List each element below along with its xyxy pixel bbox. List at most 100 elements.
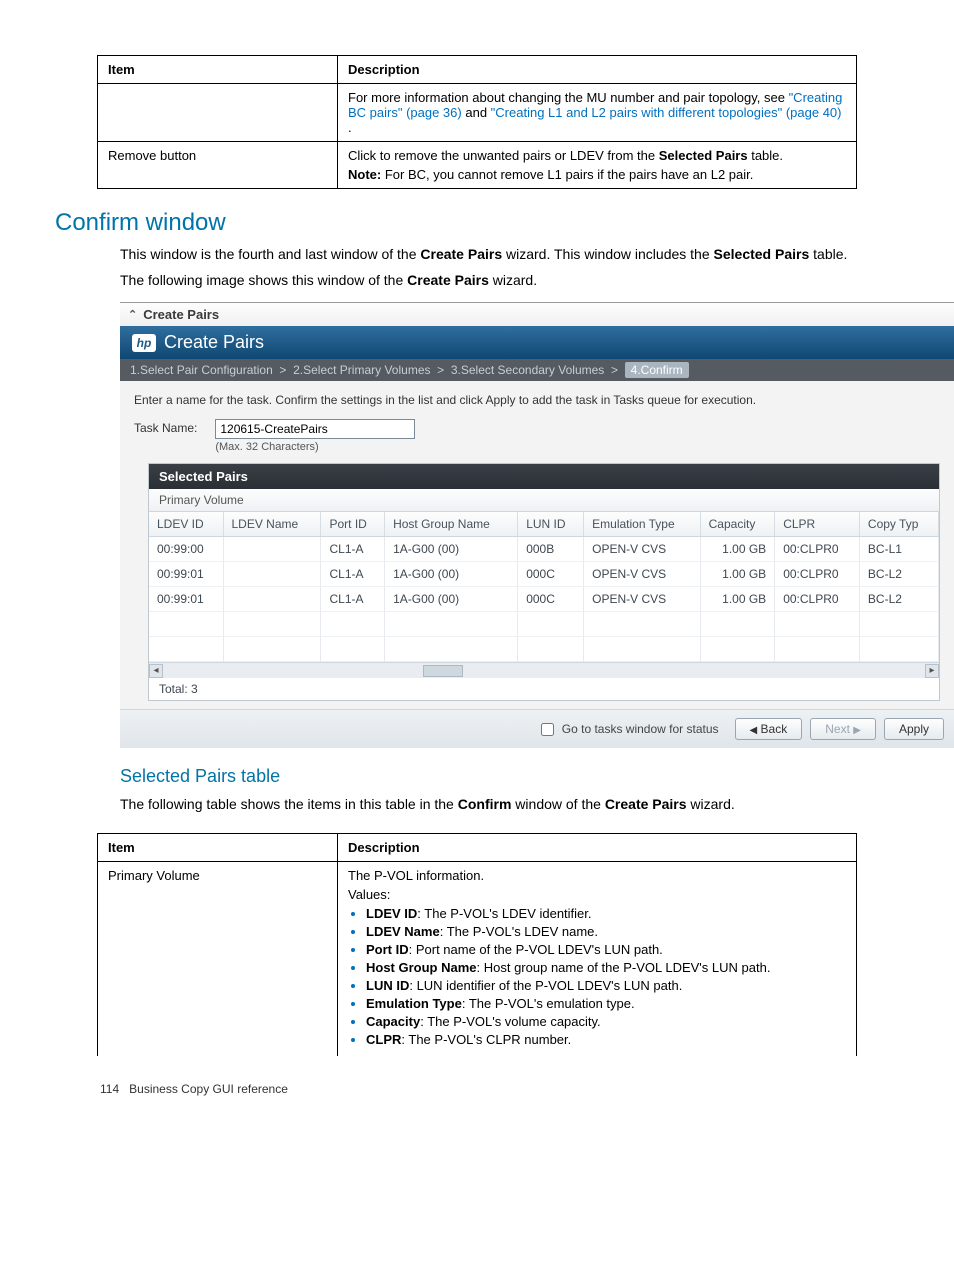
cell: BC-L2 — [859, 587, 938, 612]
text: wizard. — [687, 796, 735, 812]
text: Values: — [348, 887, 846, 902]
cell: OPEN-V CVS — [584, 537, 700, 562]
text-bold: Selected Pairs — [659, 148, 748, 163]
cell: 00:99:01 — [149, 562, 223, 587]
wizard-title: Create Pairs — [143, 307, 219, 322]
scroll-left-icon[interactable]: ◂ — [149, 664, 163, 678]
text: Click to remove the unwanted pairs or LD… — [348, 148, 659, 163]
next-label: Next — [825, 722, 850, 736]
cell: 000C — [518, 562, 584, 587]
cell-desc: The P-VOL information. Values: LDEV ID: … — [338, 861, 857, 1056]
next-button: Next ▶ — [810, 718, 876, 740]
cell — [223, 587, 321, 612]
cell: OPEN-V CVS — [584, 562, 700, 587]
col-copy-type[interactable]: Copy Typ — [859, 512, 938, 537]
col-ldev-id[interactable]: LDEV ID — [149, 512, 223, 537]
cell: OPEN-V CVS — [584, 587, 700, 612]
cell-desc: For more information about changing the … — [338, 84, 857, 142]
th-desc: Description — [338, 833, 857, 861]
col-port-id[interactable]: Port ID — [321, 512, 385, 537]
col-ldev-name[interactable]: LDEV Name — [223, 512, 321, 537]
text-bold: CLPR — [366, 1032, 401, 1047]
collapse-icon[interactable]: ⌃ — [128, 308, 137, 321]
list-item: Capacity: The P-VOL's volume capacity. — [366, 1014, 846, 1029]
text: : The P-VOL's LDEV name. — [440, 924, 598, 939]
text: and — [465, 105, 490, 120]
text: wizard. This window includes the — [502, 246, 713, 262]
horizontal-scrollbar[interactable]: ◂ ▸ — [149, 662, 939, 678]
cell — [223, 537, 321, 562]
text-bold: Create Pairs — [420, 246, 502, 262]
task-name-input[interactable] — [215, 419, 415, 439]
cell-item — [98, 84, 338, 142]
list-item: LDEV ID: The P-VOL's LDEV identifier. — [366, 906, 846, 921]
col-clpr[interactable]: CLPR — [775, 512, 860, 537]
checkbox-label: Go to tasks window for status — [562, 722, 719, 736]
cell: 1A-G00 (00) — [385, 562, 518, 587]
step-sep-icon: > — [611, 363, 618, 377]
cell: 00:99:00 — [149, 537, 223, 562]
go-to-tasks-checkbox[interactable]: Go to tasks window for status — [537, 720, 719, 739]
cell: 1.00 GB — [700, 587, 775, 612]
selected-pairs-table: LDEV ID LDEV Name Port ID Host Group Nam… — [149, 512, 939, 662]
cell: 000B — [518, 537, 584, 562]
table-row-empty — [149, 612, 939, 637]
create-pairs-wizard: ⌃ Create Pairs hp Create Pairs 1.Select … — [120, 302, 954, 748]
item-description-table-2: Item Description Primary Volume The P-VO… — [97, 833, 857, 1056]
table-row[interactable]: 00:99:01 CL1-A 1A-G00 (00) 000C OPEN-V C… — [149, 587, 939, 612]
cell: 1A-G00 (00) — [385, 537, 518, 562]
col-lun-id[interactable]: LUN ID — [518, 512, 584, 537]
text: For BC, you cannot remove L1 pairs if th… — [381, 167, 753, 182]
wizard-footer: Go to tasks window for status ◀ Back Nex… — [120, 709, 954, 748]
cell: 00:CLPR0 — [775, 537, 860, 562]
text: table. — [748, 148, 783, 163]
table-row[interactable]: 00:99:00 CL1-A 1A-G00 (00) 000B OPEN-V C… — [149, 537, 939, 562]
list-item: Port ID: Port name of the P-VOL LDEV's L… — [366, 942, 846, 957]
table-row: Remove button Click to remove the unwant… — [98, 142, 857, 189]
item-description-table-1: Item Description For more information ab… — [97, 55, 857, 189]
text-bold: LDEV Name — [366, 924, 440, 939]
step-sep-icon: > — [279, 363, 286, 377]
cell: CL1-A — [321, 562, 385, 587]
page-footer: 114 Business Copy GUI reference — [100, 1082, 954, 1096]
cell: 1.00 GB — [700, 537, 775, 562]
cell: BC-L2 — [859, 562, 938, 587]
paragraph: The following image shows this window of… — [120, 271, 880, 291]
col-capacity[interactable]: Capacity — [700, 512, 775, 537]
text-bold: Emulation Type — [366, 996, 462, 1011]
list-item: Emulation Type: The P-VOL's emulation ty… — [366, 996, 846, 1011]
cell: 00:CLPR0 — [775, 562, 860, 587]
table-row: Primary Volume The P-VOL information. Va… — [98, 861, 857, 1056]
th-item: Item — [98, 833, 338, 861]
text-bold: Host Group Name — [366, 960, 477, 975]
wizard-instruction: Enter a name for the task. Confirm the s… — [134, 393, 940, 407]
text: This window is the fourth and last windo… — [120, 246, 420, 262]
step-4-active: 4.Confirm — [625, 362, 689, 378]
table-row-empty — [149, 637, 939, 662]
table-row[interactable]: 00:99:01 CL1-A 1A-G00 (00) 000C OPEN-V C… — [149, 562, 939, 587]
text: : The P-VOL's CLPR number. — [401, 1032, 571, 1047]
th-item: Item — [98, 56, 338, 84]
text-bold: Selected Pairs — [714, 246, 810, 262]
back-button[interactable]: ◀ Back — [735, 718, 803, 740]
list-item: LDEV Name: The P-VOL's LDEV name. — [366, 924, 846, 939]
paragraph: This window is the fourth and last windo… — [120, 245, 880, 265]
link-creating-l1-l2-pairs[interactable]: "Creating L1 and L2 pairs with different… — [491, 105, 842, 120]
text: For more information about changing the … — [348, 90, 789, 105]
cell: 00:99:01 — [149, 587, 223, 612]
scroll-right-icon[interactable]: ▸ — [925, 664, 939, 678]
footer-title: Business Copy GUI reference — [129, 1082, 288, 1096]
text: : The P-VOL's volume capacity. — [420, 1014, 600, 1029]
text-bold: Capacity — [366, 1014, 420, 1029]
selected-pairs-subheader: Primary Volume — [149, 489, 939, 512]
go-to-tasks-checkbox-input[interactable] — [541, 723, 554, 736]
cell: 000C — [518, 587, 584, 612]
list-item: CLPR: The P-VOL's CLPR number. — [366, 1032, 846, 1047]
scroll-track[interactable] — [163, 664, 925, 678]
text-bold: Port ID — [366, 942, 409, 957]
heading-selected-pairs-table: Selected Pairs table — [120, 766, 954, 787]
col-host-group[interactable]: Host Group Name — [385, 512, 518, 537]
col-emulation[interactable]: Emulation Type — [584, 512, 700, 537]
scroll-thumb[interactable] — [423, 665, 463, 677]
apply-button[interactable]: Apply — [884, 718, 944, 740]
